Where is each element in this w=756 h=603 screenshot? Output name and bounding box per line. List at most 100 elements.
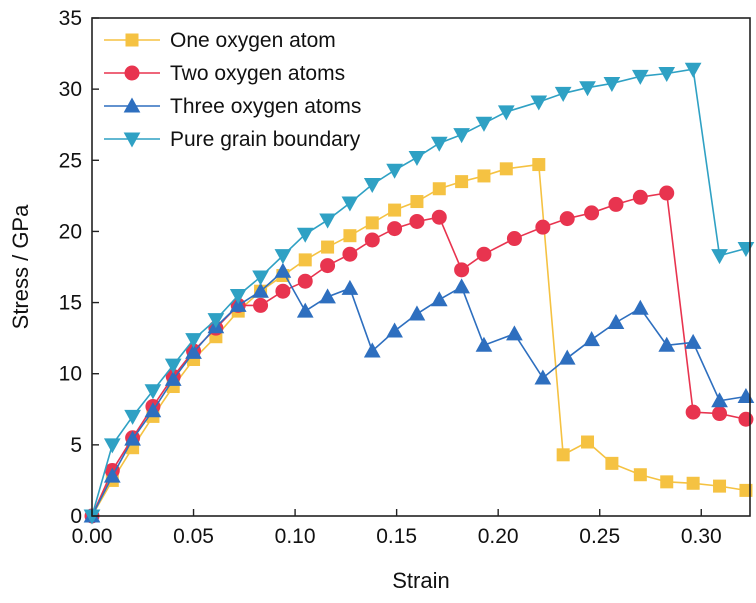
y-tick-label: 5: [70, 434, 82, 457]
data-point: [144, 402, 162, 418]
data-point: [453, 128, 470, 144]
data-point: [164, 370, 182, 386]
data-point: [431, 209, 447, 225]
plot-frame: [91, 17, 751, 517]
series-2: [84, 185, 754, 524]
data-point: [342, 246, 358, 262]
legend-entry: Three oxygen atoms: [104, 95, 361, 118]
data-point: [363, 342, 381, 358]
data-point: [659, 185, 675, 201]
data-point: [296, 302, 314, 318]
data-point: [632, 189, 648, 205]
data-point: [363, 177, 381, 194]
series-1: [85, 158, 753, 523]
data-point: [658, 336, 676, 352]
data-point: [386, 163, 403, 179]
data-point: [739, 483, 753, 497]
data-point: [274, 249, 292, 265]
y-tick-label: 0: [70, 505, 82, 528]
data-point: [408, 305, 426, 321]
data-point: [319, 213, 336, 229]
data-point: [229, 288, 247, 304]
y-tick-label: 35: [59, 7, 82, 30]
data-point: [319, 288, 336, 304]
data-point: [559, 211, 575, 227]
series-line: [91, 270, 747, 517]
data-point: [430, 291, 448, 307]
data-point: [454, 262, 470, 278]
data-point: [164, 358, 182, 374]
legend-label: Two oxygen atoms: [170, 62, 345, 85]
y-tick-label: 30: [59, 78, 82, 101]
data-point: [475, 336, 493, 352]
legend-marker: [123, 132, 141, 148]
data-point: [432, 182, 446, 196]
series-layer: [83, 62, 755, 525]
data-point: [410, 195, 424, 209]
data-point: [684, 62, 702, 78]
series-4: [83, 62, 755, 525]
data-point: [124, 430, 141, 446]
legend-marker: [125, 33, 139, 47]
data-point: [296, 227, 314, 243]
data-point: [341, 196, 359, 212]
data-point: [685, 404, 701, 420]
x-tick-label: 0.05: [173, 525, 214, 548]
y-tick-label: 20: [59, 220, 82, 243]
data-point: [579, 81, 596, 97]
data-point: [712, 406, 728, 422]
legend-marker: [123, 97, 141, 113]
data-point: [274, 262, 292, 278]
data-point: [275, 283, 291, 299]
data-point: [534, 369, 552, 385]
data-point: [607, 313, 625, 329]
legend-label: Three oxygen atoms: [170, 95, 361, 118]
legend: One oxygen atom Two oxygen atoms Three oxy…: [104, 29, 361, 151]
data-point: [453, 278, 470, 294]
data-point: [532, 158, 546, 172]
data-point: [387, 221, 403, 237]
data-point: [430, 136, 448, 152]
data-point: [583, 331, 600, 347]
data-point: [341, 279, 359, 295]
data-point: [320, 258, 336, 274]
legend-entry: One oxygen atom: [104, 29, 336, 52]
data-point: [686, 476, 700, 490]
data-point: [365, 216, 379, 230]
x-tick-label: 0.30: [681, 525, 722, 548]
data-point: [713, 479, 727, 493]
data-point: [608, 196, 624, 212]
data-point: [409, 213, 425, 229]
data-point: [584, 205, 600, 221]
data-point: [103, 438, 121, 454]
data-point: [388, 203, 402, 217]
data-point: [408, 150, 426, 166]
axes-layer: 0.00 0.05 0.10 0.15 0.20 0.25 0.30 0 5 10 15 20 25 30…: [59, 7, 722, 548]
data-point: [207, 313, 225, 329]
data-point: [252, 270, 269, 286]
data-point: [124, 409, 141, 425]
data-point: [535, 219, 551, 235]
data-point: [229, 296, 247, 312]
y-tick-label: 10: [59, 363, 82, 386]
data-point: [684, 333, 702, 349]
data-point: [185, 343, 202, 359]
data-point: [631, 69, 649, 85]
legend-entry: Pure grain boundary: [104, 128, 361, 151]
x-tick-label: 0.15: [376, 525, 417, 548]
legend-label: Pure grain boundary: [170, 128, 361, 151]
x-tick-label: 0.25: [579, 525, 620, 548]
data-point: [497, 105, 515, 121]
data-point: [554, 86, 572, 102]
data-point: [297, 273, 313, 289]
data-point: [605, 456, 619, 470]
data-point: [603, 76, 621, 92]
data-point: [737, 387, 755, 403]
data-point: [364, 232, 380, 248]
data-point: [738, 411, 754, 427]
data-point: [658, 66, 676, 83]
x-tick-label: 0.00: [72, 525, 113, 548]
data-point: [558, 349, 576, 365]
data-point: [103, 467, 121, 483]
